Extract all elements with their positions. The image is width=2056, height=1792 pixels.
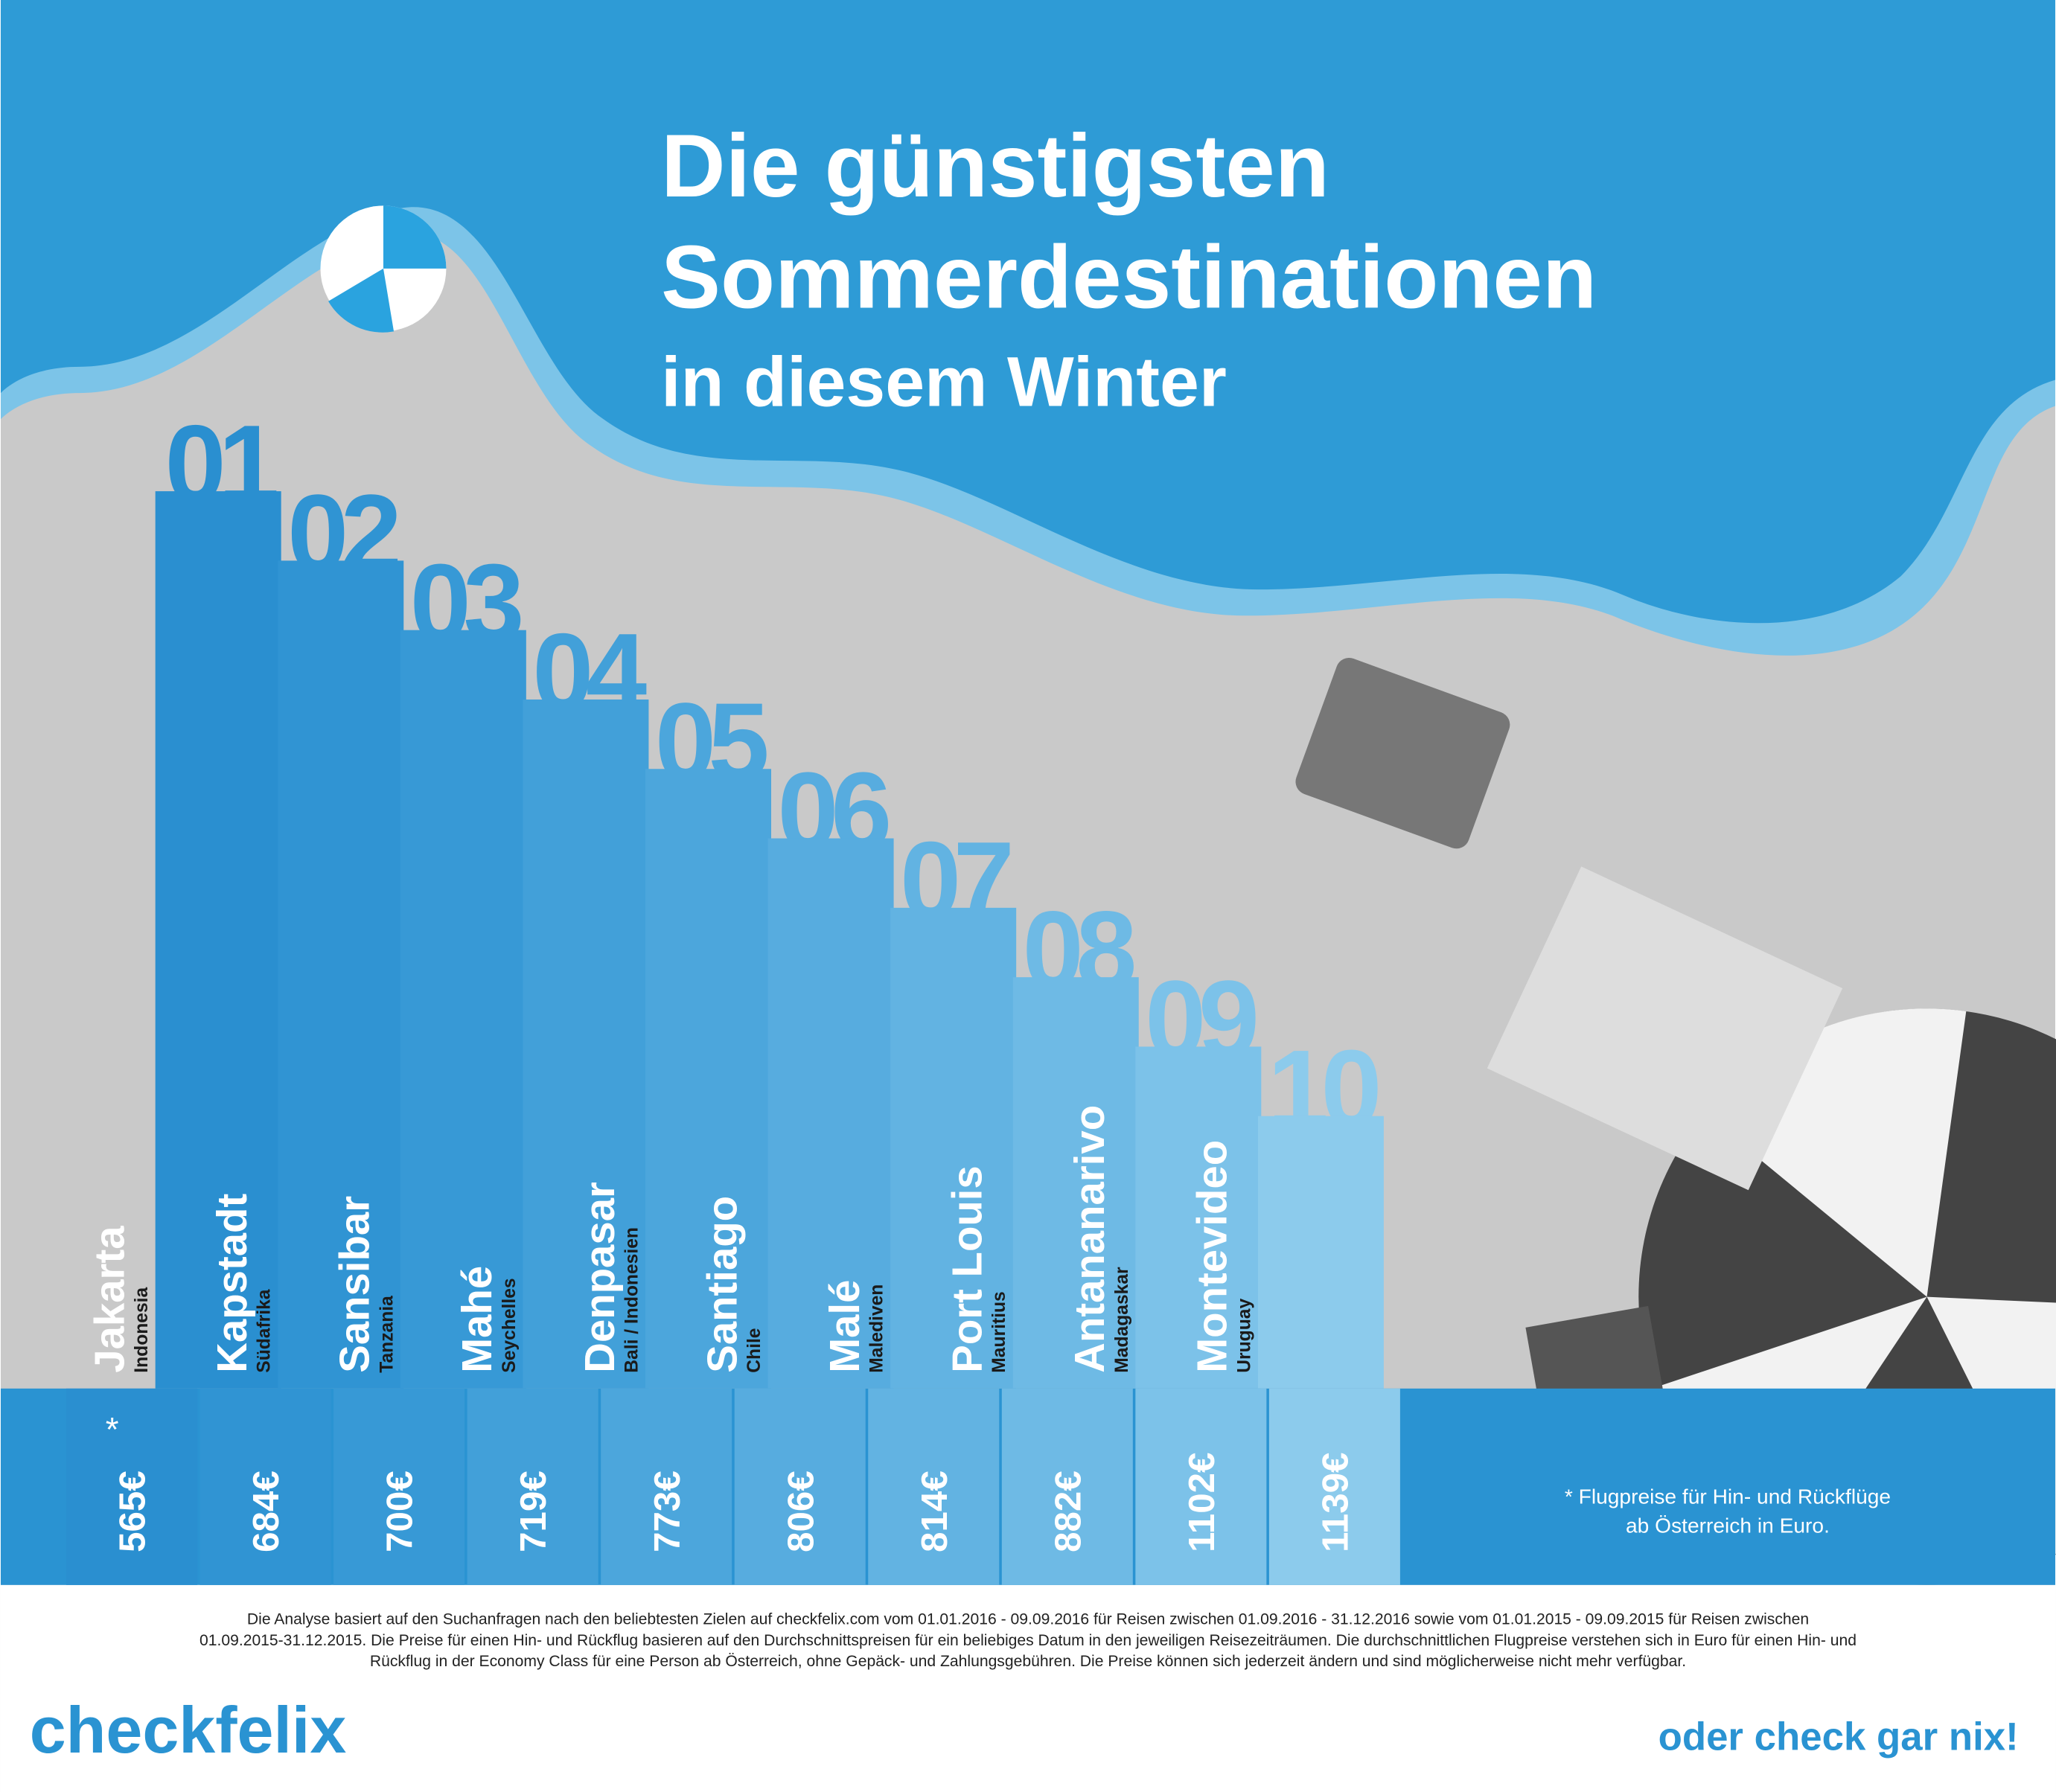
price: 882€ — [1047, 1471, 1088, 1552]
footnote: * Flugpreise für Hin- und Rückflüge — [1565, 1485, 1891, 1508]
city: Denpasar — [576, 1182, 623, 1373]
price-cell — [601, 1388, 732, 1585]
bar — [523, 699, 649, 1389]
title-line: Die günstigsten — [661, 117, 1329, 216]
bar — [400, 630, 526, 1389]
footer-bg — [0, 1584, 2056, 1792]
bar — [767, 838, 894, 1389]
country: Tanzania — [377, 1296, 397, 1373]
price-cell — [1001, 1388, 1133, 1585]
brand: checkfelix — [30, 1693, 347, 1767]
price-cell — [467, 1388, 598, 1585]
country: Chile — [744, 1328, 764, 1373]
city: Sansibar — [331, 1196, 378, 1373]
title-line: in diesem Winter — [661, 343, 1227, 422]
bar — [278, 560, 404, 1389]
price-cell — [1135, 1388, 1267, 1585]
sea — [0, 0, 2056, 624]
price-cell — [1268, 1388, 1400, 1585]
country: Mauritius — [989, 1291, 1009, 1372]
price: 773€ — [647, 1471, 688, 1552]
country: Malediven — [867, 1284, 887, 1373]
price: 806€ — [780, 1471, 821, 1552]
price-cell — [66, 1388, 198, 1585]
slogan: oder check gar nix! — [1658, 1715, 2019, 1759]
disclaimer: Rückflug in der Economy Class für eine P… — [370, 1653, 1686, 1670]
wallet — [1295, 657, 1510, 849]
country: Südafrika — [255, 1289, 275, 1373]
country: Seychelles — [499, 1278, 520, 1372]
footnote: ab Österreich in Euro. — [1626, 1514, 1830, 1537]
price-cell — [734, 1388, 866, 1585]
city: Malé — [821, 1280, 868, 1373]
disclaimer: Die Analyse basiert auf den Suchanfragen… — [247, 1611, 1809, 1628]
price: 1139€ — [1315, 1453, 1356, 1552]
price-cell — [333, 1388, 465, 1585]
city: Kapstadt — [208, 1194, 255, 1373]
country: Uruguay — [1234, 1299, 1254, 1373]
price: 1102€ — [1181, 1453, 1222, 1552]
price: 565€ — [112, 1471, 153, 1552]
country: Indonesia — [132, 1287, 152, 1372]
bar — [1012, 977, 1139, 1389]
bar — [155, 491, 281, 1389]
price: 814€ — [914, 1471, 955, 1552]
city: Mahé — [453, 1266, 500, 1373]
bar — [890, 907, 1017, 1389]
towel — [1487, 866, 1843, 1191]
city: Port Louis — [944, 1165, 991, 1372]
beach-ball — [320, 205, 447, 333]
price-cell — [199, 1388, 331, 1585]
asterisk: * — [106, 1410, 119, 1448]
country: Madagaskar — [1112, 1267, 1132, 1373]
title-line: Sommerdestinationen — [661, 228, 1597, 327]
country: Bali / Indonesien — [622, 1227, 642, 1373]
bar — [1135, 1046, 1262, 1389]
price: 719€ — [513, 1471, 554, 1552]
price: 700€ — [380, 1471, 421, 1552]
disclaimer: 01.09.2015-31.12.2015. Die Preise für ei… — [199, 1632, 1857, 1649]
price-cell — [868, 1388, 1000, 1585]
bar — [645, 769, 771, 1389]
city: Jakarta — [86, 1226, 133, 1373]
city: Montevideo — [1189, 1140, 1236, 1373]
city: Antananarivo — [1066, 1105, 1113, 1373]
bar — [1257, 1116, 1384, 1389]
price: 684€ — [246, 1471, 287, 1552]
city: Santiago — [698, 1196, 745, 1373]
